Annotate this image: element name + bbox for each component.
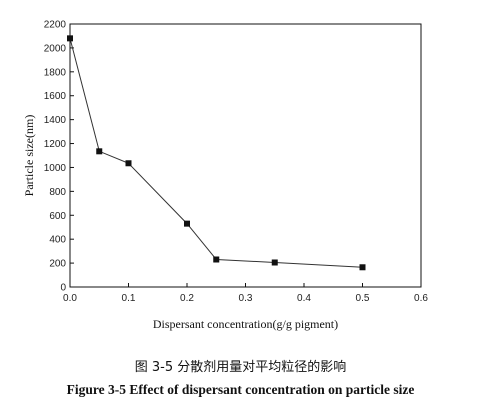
x-tick-label: 0.1 [122,293,136,304]
data-point [125,160,132,167]
y-tick-label: 0 [60,283,66,294]
y-tick-label: 1000 [44,163,67,174]
y-tick-label: 800 [49,187,66,198]
y-tick-label: 600 [49,211,66,222]
figure-caption-english: Figure 3-5 Effect of dispersant concentr… [66,382,415,397]
x-tick-label: 0.3 [239,293,253,304]
data-point [271,259,278,266]
series-line [69,38,363,268]
data-point [359,264,366,271]
y-tick-label: 1800 [44,67,67,78]
x-axis-ticks: 0.0 0.1 0.2 0.3 0.4 0.5 0.6 [63,283,428,304]
y-tick-label: 2200 [44,20,67,31]
data-point [213,256,220,263]
y-axis-ticks: 0 200 400 600 800 1000 1200 1400 1600 1800 2000 220… [44,20,74,294]
data-point [184,220,190,227]
y-tick-label: 1200 [44,139,67,150]
x-tick-label: 0.5 [356,293,370,304]
data-markers [67,35,366,271]
x-tick-label: 0.0 [63,293,77,304]
x-tick-label: 0.6 [414,293,428,304]
x-tick-label: 0.2 [180,293,194,304]
y-tick-label: 400 [49,235,66,246]
y-tick-label: 1600 [44,91,67,102]
data-point [67,35,73,42]
y-tick-label: 1400 [44,115,67,126]
x-axis-label: Dispersant concentration(g/g pigment) [153,317,338,331]
y-axis-label: Particle size(nm) [22,115,36,197]
y-tick-label: 2000 [44,43,67,54]
figure-caption-chinese: 图 3-5 分散剂用量对平均粒径的影响 [134,360,347,375]
data-point [96,148,103,155]
particle-size-chart: 0.0 0.1 0.2 0.3 0.4 0.5 0.6 0 200 400 600 800 1000 1… [22,20,428,332]
x-tick-label: 0.4 [297,293,311,304]
y-tick-label: 200 [49,259,66,270]
plot-frame [69,23,422,288]
